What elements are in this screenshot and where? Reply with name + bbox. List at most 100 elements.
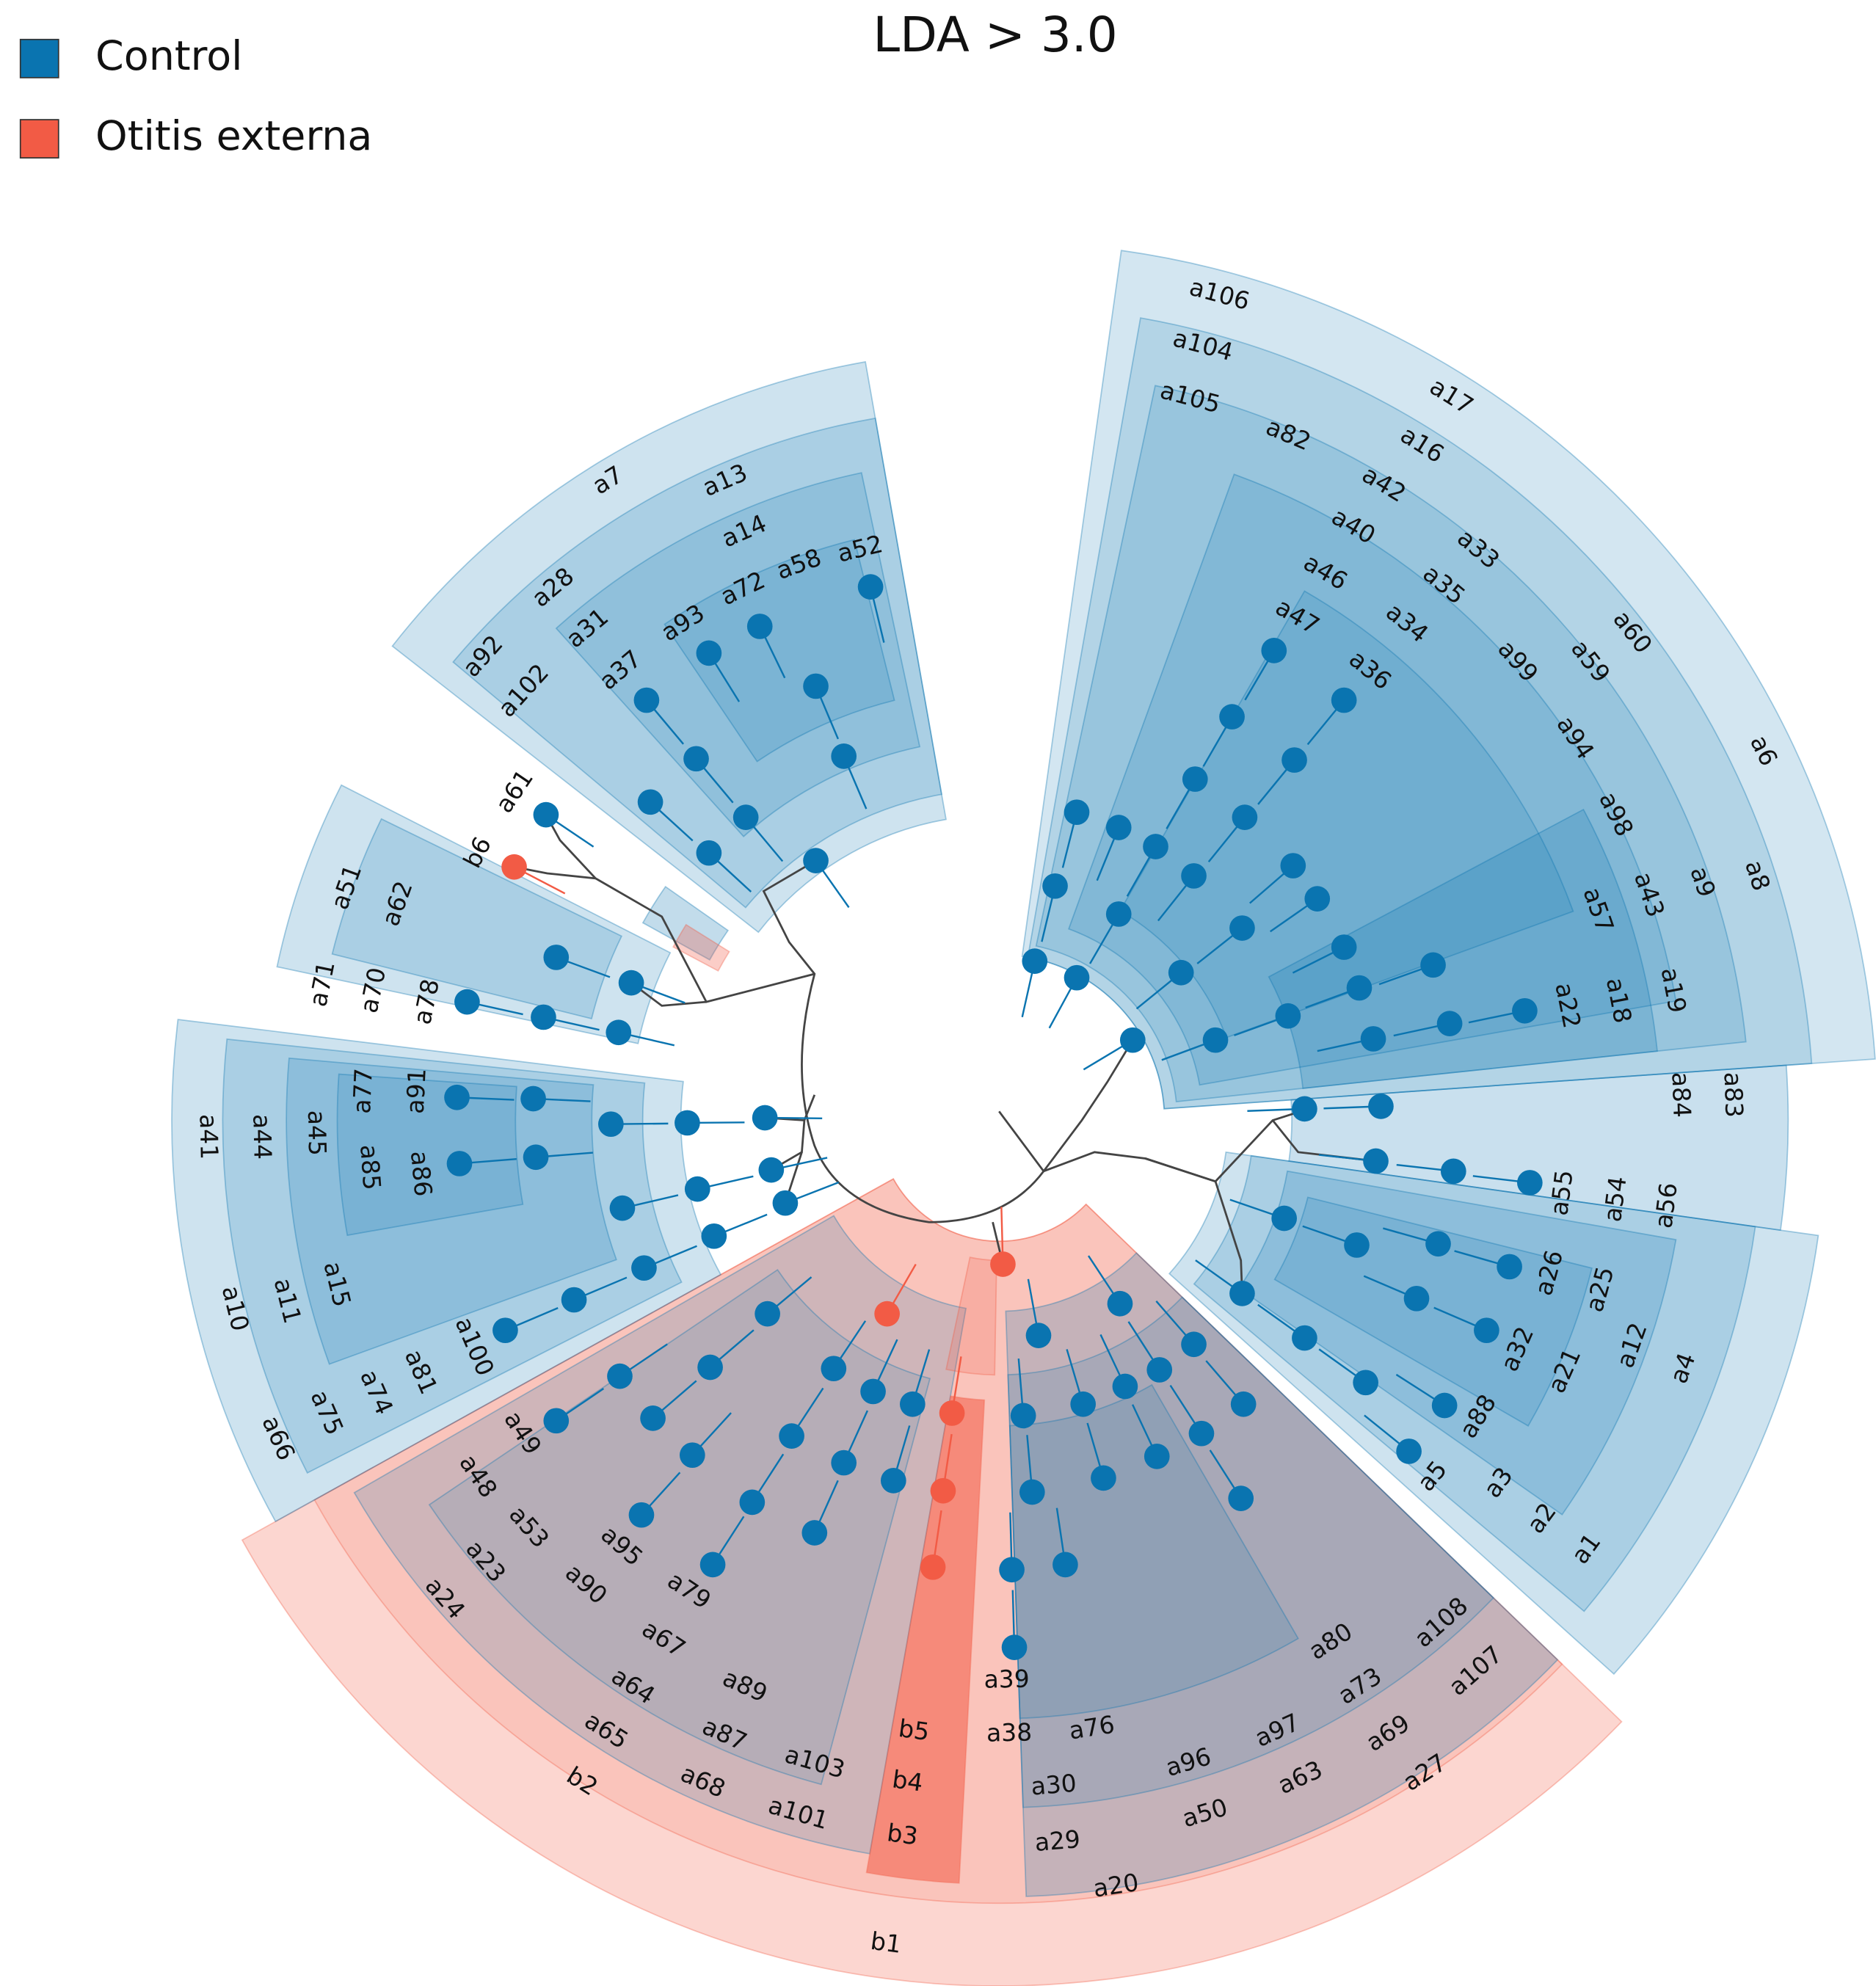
biomarker-node [1304,886,1331,912]
biomarker-node [752,1105,778,1131]
clade-sector [452,417,942,909]
biomarker-node [1105,815,1132,840]
biomarker-node [598,1111,624,1138]
biomarker-node [1292,1325,1317,1351]
biomarker-node [1363,1148,1389,1174]
clade-sectors [171,250,1876,1986]
clade-label: a77 [347,1068,378,1115]
clade-sector [171,1019,722,1523]
biomarker-node [755,1301,780,1327]
biomarker-node [1064,799,1090,826]
biomarker-node [1022,948,1048,974]
clade-sector [336,1073,524,1237]
clade-label: a45 [302,1110,332,1156]
biomarker-node [1119,1027,1146,1053]
biomarker-node [1181,863,1207,889]
biomarker-node [899,1391,926,1417]
clade-label: b3 [885,1818,920,1850]
biomarker-node [999,1557,1025,1583]
clade-label: a91 [401,1067,432,1114]
biomarker-node [520,1085,546,1112]
biomarker-node [1144,1444,1170,1469]
biomarker-node [732,804,759,830]
biomarker-node [531,1004,556,1030]
biomarker-node [1275,1003,1301,1029]
clade-label: a39 [984,1665,1030,1694]
biomarker-node [675,1110,700,1136]
clade-label: a41 [194,1114,224,1160]
clade-sector [1021,250,1876,1110]
biomarker-node [1331,687,1357,713]
biomarker-node [1010,1403,1036,1429]
biomarker-node [1202,1027,1229,1053]
biomarker-node [746,614,773,639]
biomarker-node [1091,1465,1116,1491]
legend-label: Otitis externa [95,112,372,160]
biomarker-node [1168,959,1194,986]
branch [762,859,1045,1223]
clade-label: a85 [355,1143,387,1191]
biomarker-node [1403,1285,1430,1312]
biomarker-node [1105,901,1132,927]
biomarker-node [697,1354,723,1381]
clade-label: a44 [247,1113,277,1160]
biomarker-node [880,1468,906,1494]
biomarker-node [1228,1485,1254,1511]
biomarker-node [1360,1026,1386,1052]
biomarker-node [930,1477,956,1504]
branch [1145,1157,1243,1294]
legend-swatch [19,119,59,159]
biomarker-node [454,989,480,1015]
biomarker-node [1516,1170,1543,1196]
clade-label: a29 [1033,1825,1081,1857]
biomarker-node [628,1502,655,1528]
biomarker-node [772,1190,799,1216]
biomarker-node [1182,766,1208,792]
biomarker-node [1112,1373,1138,1400]
clade-label: a83 [1718,1072,1748,1118]
clade-label: a55 [1544,1168,1579,1218]
biomarker-node [831,1450,857,1476]
clade-label: b1 [869,1927,904,1959]
clade-sector [555,472,921,837]
biomarker-node [1425,1231,1451,1257]
clade-label: a86 [405,1149,438,1197]
biomarker-node [1292,1096,1317,1122]
biomarker-node [1025,1323,1052,1348]
biomarker-node [1181,1331,1207,1358]
clade-label: a84 [1666,1072,1696,1119]
biomarker-node [1143,834,1168,859]
biomarker-node [679,1442,705,1469]
biomarker-node [523,1144,549,1171]
biomarker-node [543,945,570,970]
biomarker-node [501,854,527,880]
biomarker-node [1368,1094,1394,1119]
biomarker-node [684,1176,710,1202]
biomarker-node [758,1157,785,1183]
biomarker-node [1420,952,1446,978]
biomarker-node [1353,1370,1378,1396]
biomarker-node [607,1363,633,1389]
biomarker-node [446,1151,473,1176]
clade-label: b5 [897,1714,931,1746]
biomarker-node [821,1356,847,1382]
biomarker-node [1229,915,1255,941]
nodes [444,574,1543,1660]
biomarker-node [874,1301,900,1327]
biomarker-node [1188,1420,1215,1447]
clade-label: a56 [1648,1181,1683,1230]
biomarker-node [1281,747,1307,773]
biomarker-node [1229,1281,1255,1306]
legend-label: Control [95,32,243,80]
biomarker-node [1052,1552,1078,1578]
clade-sector [331,818,623,1020]
biomarker-node [1271,1205,1298,1232]
biomarker-node [1396,1438,1422,1464]
biomarker-node [739,1489,766,1516]
clade-sector [1035,385,1747,1103]
biomarker-node [561,1287,587,1313]
biomarker-node [618,970,644,996]
biomarker-node [609,1195,636,1221]
clade-label: a30 [1030,1769,1077,1801]
